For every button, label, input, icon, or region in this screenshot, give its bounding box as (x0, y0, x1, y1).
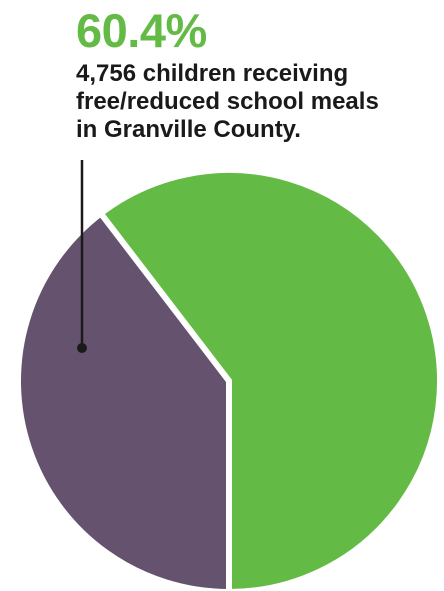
description-line: in Granville County. (76, 116, 301, 143)
callout-dot (77, 343, 87, 353)
pie-slice-remainder (15, 209, 232, 591)
annotation: 60.4% 4,756 children receiving free/redu… (76, 6, 436, 144)
pie-slices (15, 167, 443, 591)
description-line: free/reduced school meals (76, 88, 379, 115)
pie-slice-highlight (96, 167, 443, 591)
percentage-value: 60.4% (76, 4, 207, 57)
annotation-description: 4,756 children receiving free/reduced sc… (76, 60, 436, 144)
description-line: 4,756 children receiving (76, 60, 349, 87)
